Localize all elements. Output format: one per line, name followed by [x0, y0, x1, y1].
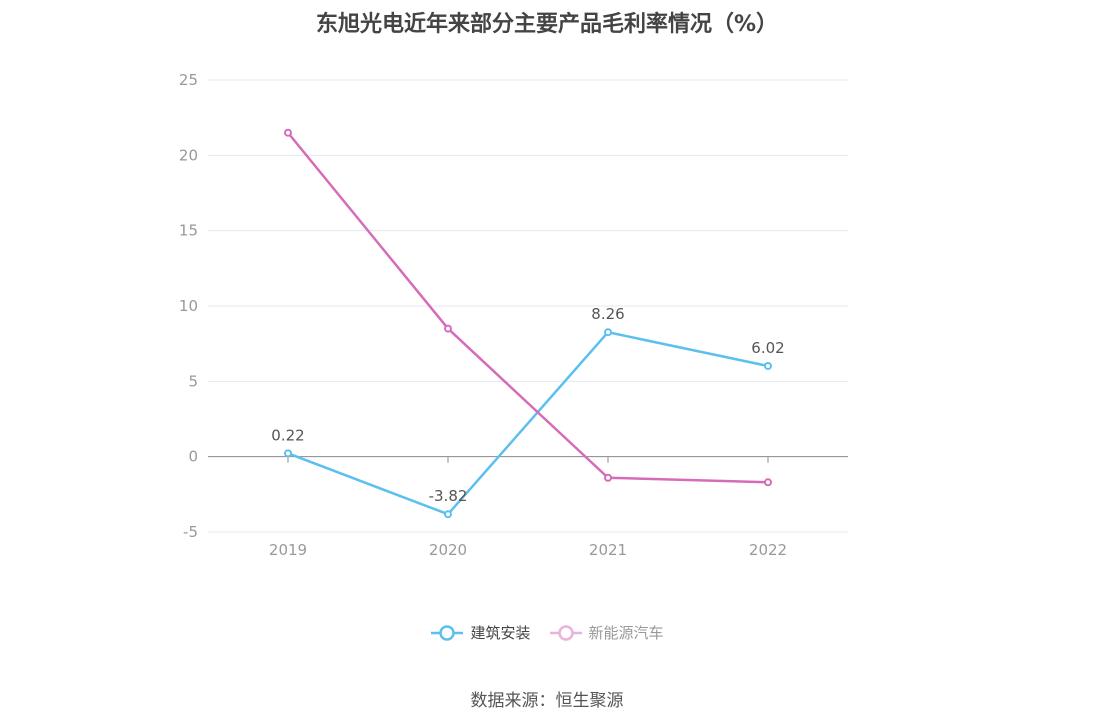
axes: -5 0 5 10 15 20 25 2019 2020 2021 2022	[179, 71, 848, 559]
data-point	[284, 449, 292, 458]
legend-item-series-2[interactable]: 新能源汽车	[549, 622, 664, 643]
y-tick-label: 15	[179, 222, 198, 240]
legend-marker-icon	[549, 624, 582, 641]
data-point	[764, 478, 772, 487]
y-tick-label: 25	[179, 71, 198, 89]
y-tick-label: 0	[188, 448, 198, 466]
data-point	[764, 361, 772, 370]
data-labels: 0.22 -3.82 8.26 6.02	[271, 305, 784, 505]
data-point	[284, 128, 292, 137]
series-line-2	[287, 131, 769, 484]
x-tick-label: 2021	[589, 541, 627, 559]
legend-label: 建筑安装	[470, 624, 531, 642]
data-point	[604, 473, 612, 482]
legend-marker-icon	[431, 624, 464, 641]
y-tick-label: 10	[179, 297, 198, 315]
x-tick-label: 2020	[429, 541, 467, 559]
series-lines	[284, 128, 772, 519]
source-note: 数据来源：恒生聚源	[470, 691, 624, 711]
y-tick-label: 5	[188, 372, 198, 390]
gridlines	[208, 79, 848, 533]
y-tick-label: -5	[183, 523, 198, 541]
legend-item-series-1[interactable]: 建筑安装	[430, 622, 531, 643]
y-tick-label: 20	[179, 146, 198, 164]
data-label: 0.22	[271, 426, 304, 444]
data-point	[444, 324, 452, 333]
legend: 建筑安装 新能源汽车	[0, 622, 1094, 643]
data-point	[444, 510, 452, 519]
chart-title: 东旭光电近年来部分主要产品毛利率情况（%）	[315, 12, 779, 37]
series-line-1	[287, 330, 769, 516]
data-label: -3.82	[429, 487, 468, 505]
legend-label: 新能源汽车	[588, 624, 664, 642]
data-label: 6.02	[751, 339, 784, 357]
x-tick-label: 2022	[749, 541, 787, 559]
x-tick-label: 2019	[269, 541, 307, 559]
data-label: 8.26	[591, 305, 624, 323]
data-point	[604, 328, 612, 337]
